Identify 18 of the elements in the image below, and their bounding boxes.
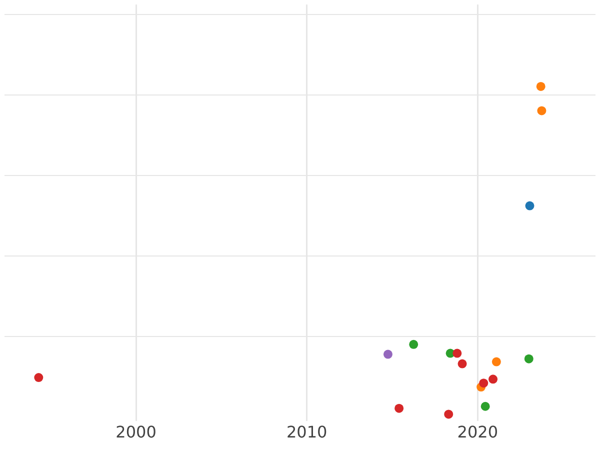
point [525,201,534,210]
point [479,378,488,388]
point [536,82,546,91]
point [444,410,454,419]
point [394,404,404,413]
point [409,340,418,349]
x-tick-label: 2000 [116,422,156,442]
point [34,373,44,382]
point [524,354,534,364]
point [480,402,490,411]
point [458,359,467,368]
point [488,374,498,384]
x-tick-label: 2010 [286,422,328,442]
point [492,357,501,366]
point [383,350,392,359]
point [452,348,462,358]
point [537,106,546,116]
x-tick-label: 2020 [457,422,498,442]
